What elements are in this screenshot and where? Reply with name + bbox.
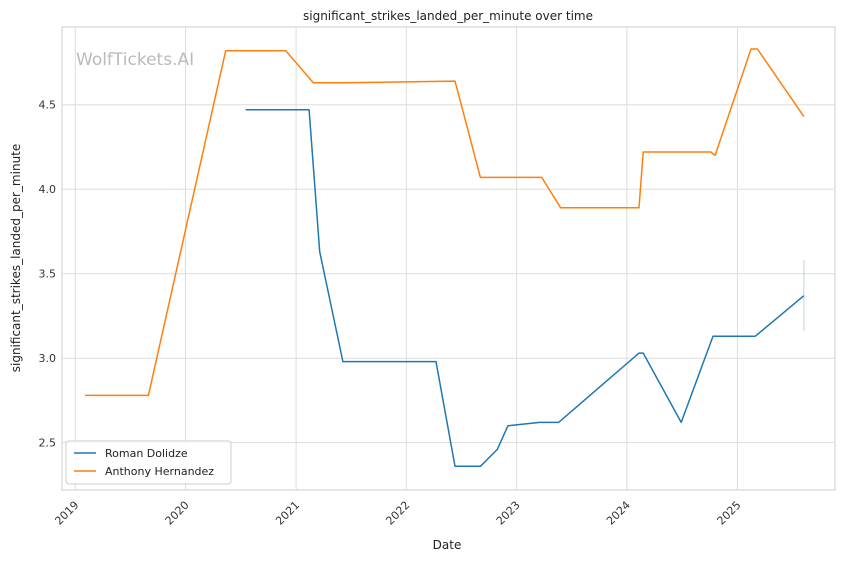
chart-title: significant_strikes_landed_per_minute ov…: [303, 9, 593, 23]
x-tick-label: 2019: [52, 499, 81, 528]
x-tick-label: 2022: [383, 499, 412, 528]
plot-background: [61, 26, 836, 491]
series-layer: [85, 48, 805, 468]
grid-lines: [62, 27, 835, 490]
x-tick-label: 2024: [604, 499, 633, 528]
y-tick-label: 3.0: [39, 352, 57, 365]
series-line-1: [245, 109, 805, 468]
x-tick-labels: 2019 2020 2021 2022 2023 2024 2025: [52, 499, 743, 528]
y-tick-label: 2.5: [39, 437, 57, 450]
y-axis-label: significant_strikes_landed_per_minute: [9, 144, 23, 373]
legend: Roman Dolidze Anthony Hernandez: [65, 440, 232, 485]
watermark: WolfTickets.AI: [76, 50, 194, 70]
y-tick-labels: 2.5 3.0 3.5 4.0 4.5: [39, 99, 57, 450]
y-tick-label: 4.5: [39, 99, 57, 112]
x-tick-label: 2025: [715, 499, 744, 528]
legend-box: [65, 440, 232, 485]
legend-label: Roman Dolidze: [105, 447, 188, 460]
y-tick-label: 3.5: [39, 268, 57, 281]
x-tick-label: 2021: [273, 499, 302, 528]
legend-label: Anthony Hernandez: [105, 465, 214, 478]
x-tick-label: 2023: [494, 499, 523, 528]
series-line-2: [85, 48, 805, 397]
y-tick-label: 4.0: [39, 183, 57, 196]
x-axis-label: Date: [433, 538, 462, 552]
x-tick-label: 2020: [163, 499, 192, 528]
